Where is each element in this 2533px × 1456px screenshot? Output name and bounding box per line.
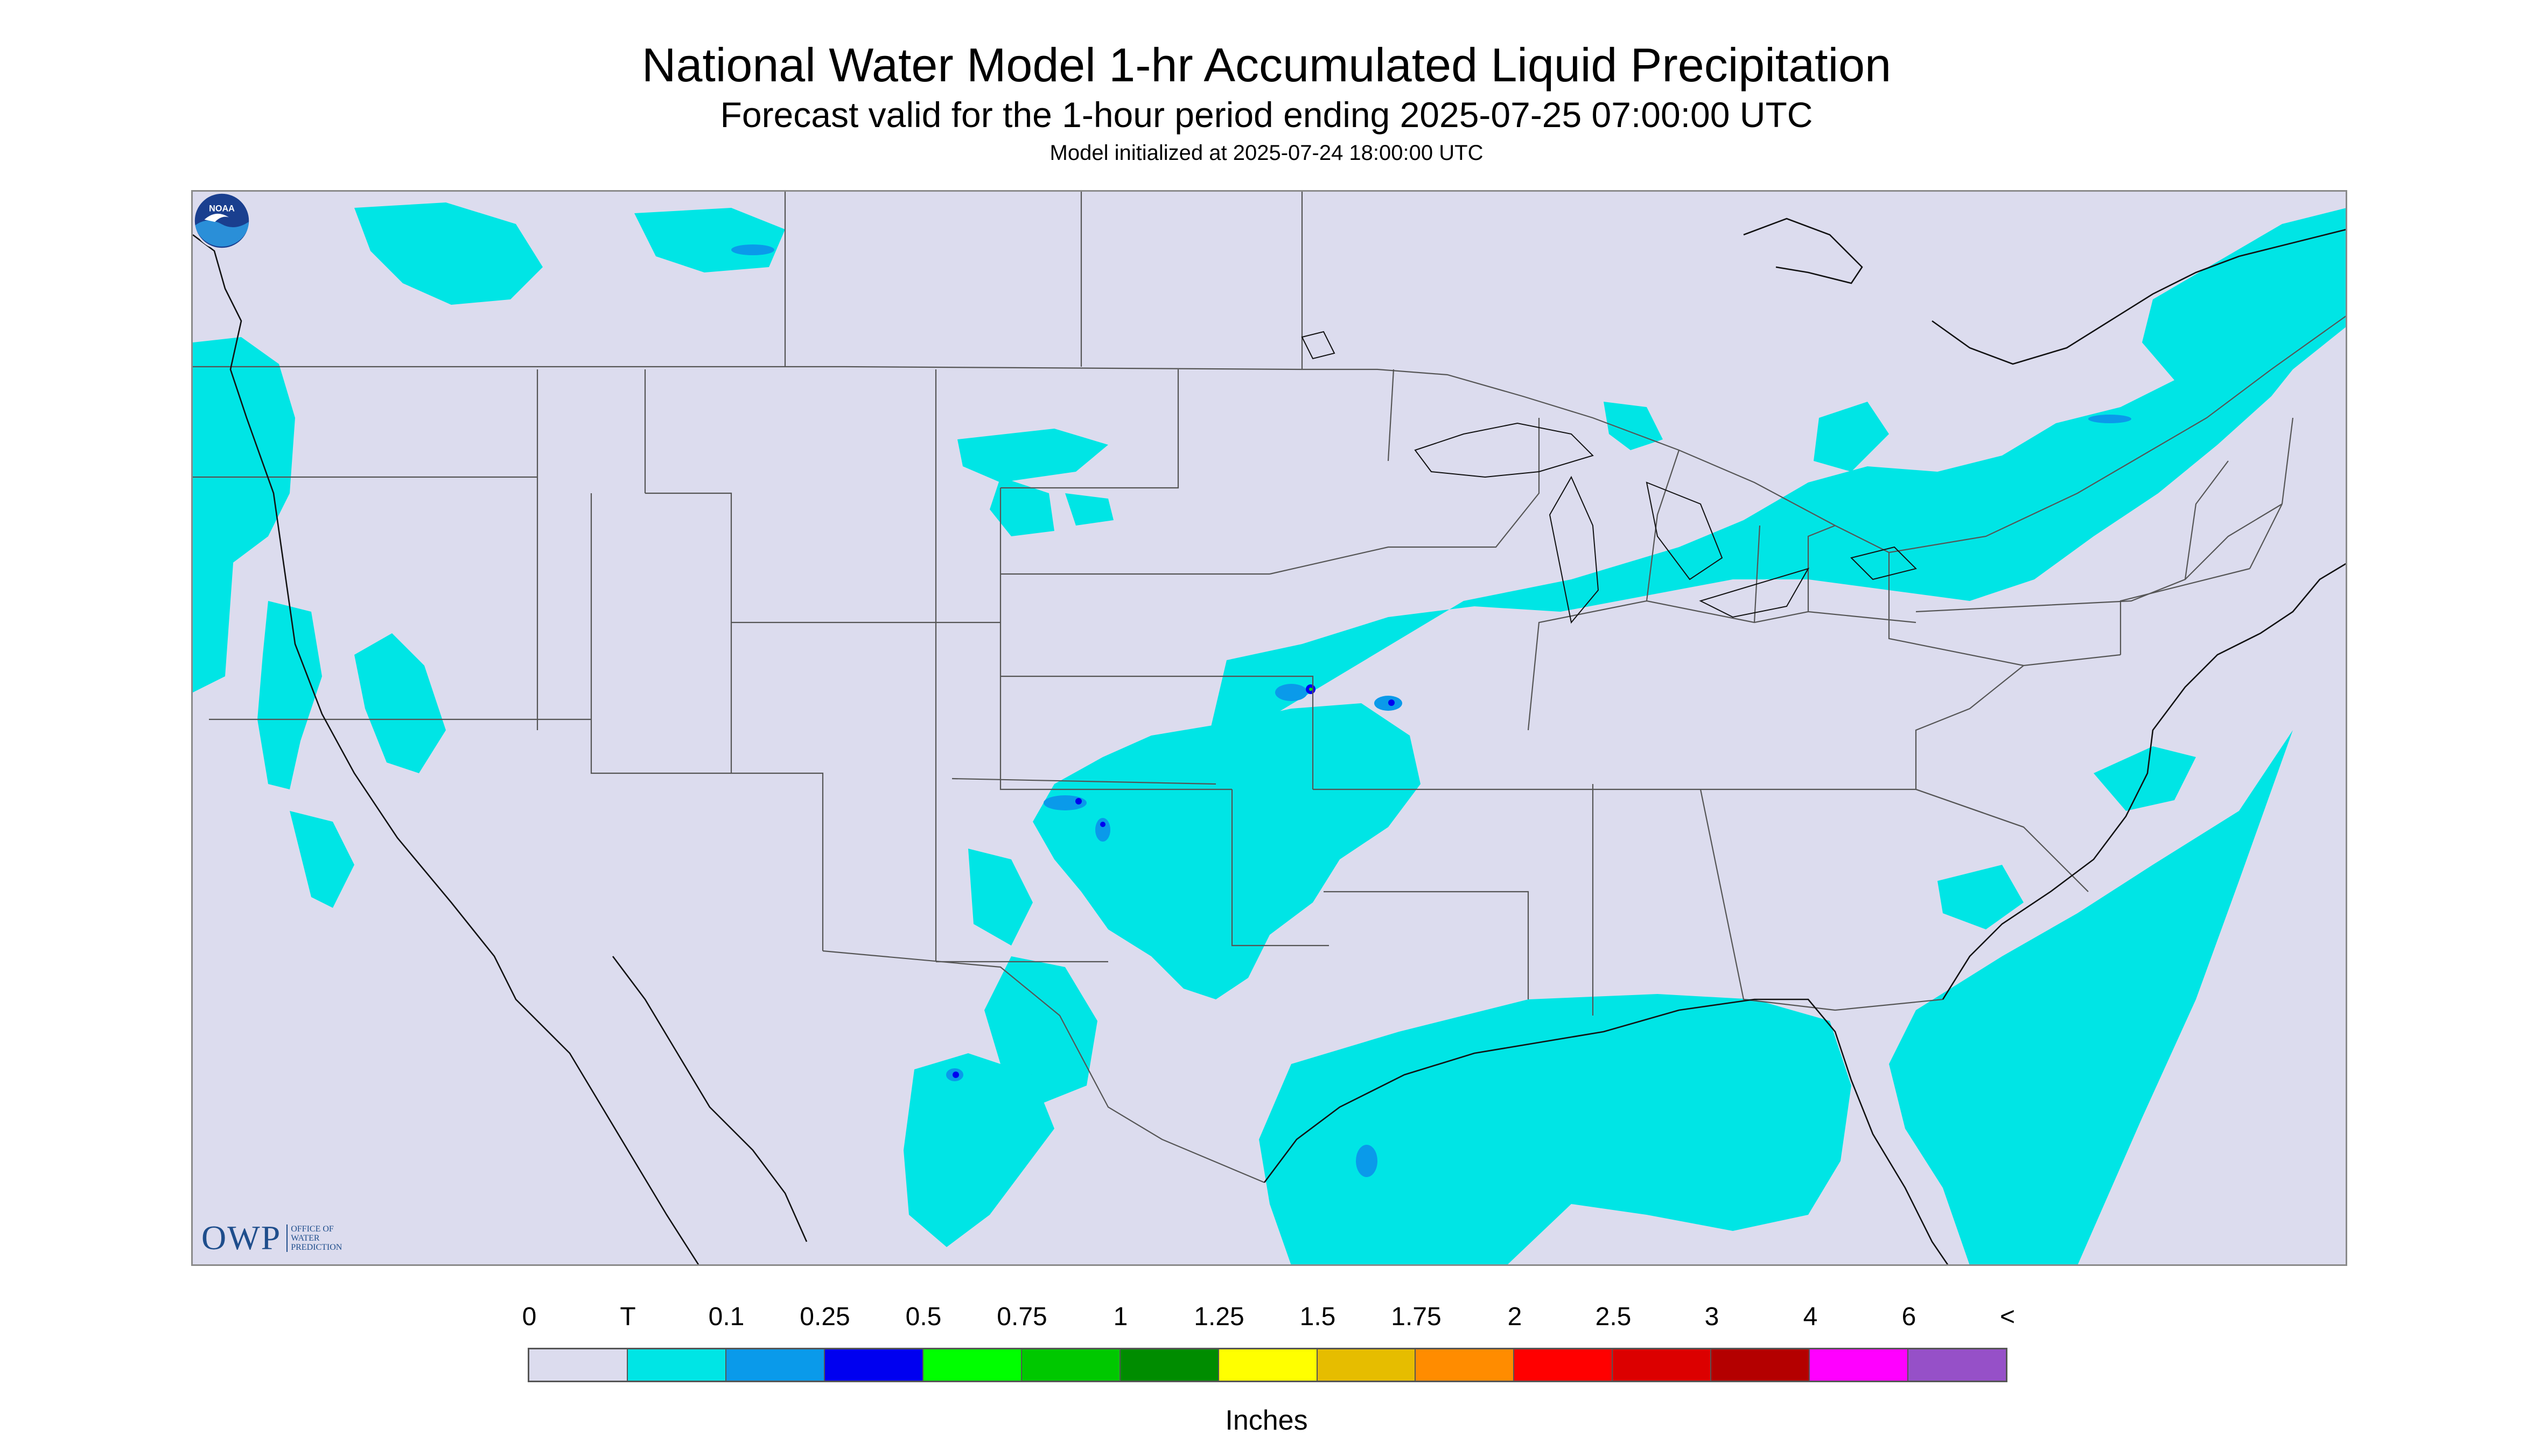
legend-swatch bbox=[1416, 1349, 1515, 1381]
owp-logo-subtitle: OFFICE OF WATER PREDICTION bbox=[286, 1224, 342, 1252]
owp-sub-line-2: WATER bbox=[291, 1233, 320, 1243]
precip-trace-areas bbox=[193, 202, 2346, 1264]
noaa-logo-text: NOAA bbox=[209, 204, 235, 214]
legend-swatch bbox=[824, 1349, 923, 1381]
legend-swatch bbox=[1219, 1349, 1318, 1381]
legend-label: 1.75 bbox=[1391, 1303, 1442, 1331]
legend-swatch bbox=[1810, 1349, 1909, 1381]
legend-label: 0.25 bbox=[800, 1303, 850, 1331]
legend-swatch bbox=[1120, 1349, 1219, 1381]
map-canvas bbox=[193, 192, 2346, 1264]
legend-label: 2.5 bbox=[1595, 1303, 1632, 1331]
legend-swatch bbox=[923, 1349, 1022, 1381]
state-borders bbox=[193, 192, 2346, 1184]
legend-swatch bbox=[1317, 1349, 1416, 1381]
legend-labels: 0 T 0.1 0.25 0.5 0.75 1 1.25 1.5 1.75 2 2.5 3 4 6 < bbox=[522, 1302, 2015, 1334]
owp-sub-line-1: OFFICE OF bbox=[291, 1224, 334, 1234]
legend-swatch bbox=[1514, 1349, 1613, 1381]
legend-label: 0.75 bbox=[997, 1303, 1047, 1331]
legend-label: 4 bbox=[1803, 1303, 1818, 1331]
legend-label: T bbox=[620, 1303, 636, 1331]
precipitation-map: OWP OFFICE OF WATER PREDICTION NOAA bbox=[191, 190, 2347, 1266]
map-title: National Water Model 1-hr Accumulated Li… bbox=[641, 38, 1892, 92]
legend-label: 0 bbox=[522, 1303, 537, 1331]
legend-swatch bbox=[529, 1349, 628, 1381]
legend-label: 3 bbox=[1704, 1303, 1719, 1331]
legend-label: 0.5 bbox=[905, 1303, 942, 1331]
legend-swatch bbox=[1613, 1349, 1712, 1381]
legend-units: Inches bbox=[1225, 1405, 1308, 1436]
legend-swatch bbox=[726, 1349, 825, 1381]
coastlines bbox=[193, 218, 2346, 1264]
legend-label: 2 bbox=[1507, 1303, 1522, 1331]
owp-logo: OWP OFFICE OF WATER PREDICTION bbox=[201, 1218, 342, 1258]
legend-swatch bbox=[627, 1349, 726, 1381]
legend-label: 1 bbox=[1113, 1303, 1128, 1331]
owp-logo-text: OWP bbox=[201, 1219, 282, 1257]
legend-label: 1.5 bbox=[1299, 1303, 1336, 1331]
precip-light-areas bbox=[731, 244, 2131, 1177]
model-init-subtitle: Model initialized at 2025-07-24 18:00:00… bbox=[1049, 141, 1484, 165]
legend-label: < bbox=[1999, 1303, 2016, 1331]
legend-swatch bbox=[1711, 1349, 1810, 1381]
legend-swatch bbox=[1021, 1349, 1121, 1381]
noaa-logo-icon: NOAA bbox=[193, 192, 251, 250]
legend-label: 0.1 bbox=[708, 1303, 745, 1331]
legend-label: 6 bbox=[1901, 1303, 1916, 1331]
legend-colorbar bbox=[528, 1348, 2007, 1382]
legend-swatch bbox=[1908, 1349, 2006, 1381]
legend-label: 1.25 bbox=[1194, 1303, 1244, 1331]
forecast-valid-subtitle: Forecast valid for the 1-hour period end… bbox=[720, 95, 1813, 135]
precip-peak-spot bbox=[1309, 688, 1312, 691]
great-lakes bbox=[1301, 331, 1917, 624]
owp-sub-line-3: PREDICTION bbox=[291, 1242, 342, 1252]
